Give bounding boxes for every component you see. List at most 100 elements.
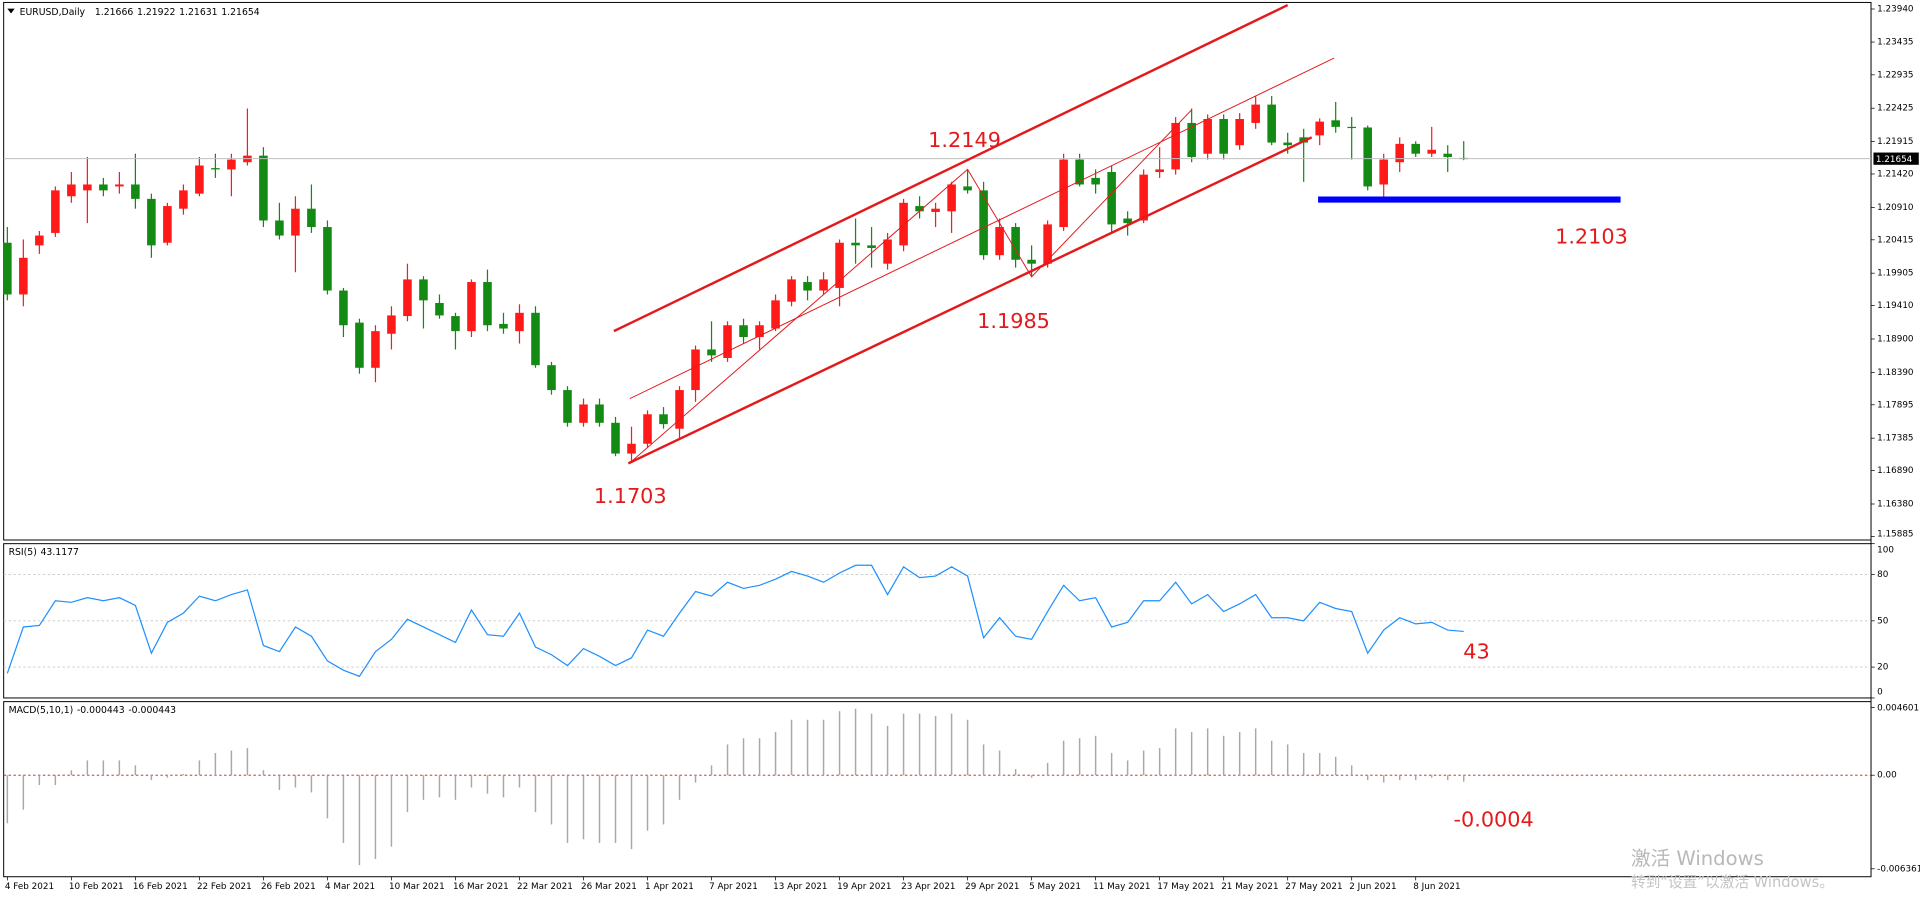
candle-body [1171,122,1180,170]
macd-bar [950,713,953,776]
candle-body [403,279,412,317]
macd-bar [310,775,313,793]
candle-body [659,414,668,425]
panel [3,701,1872,878]
annotation: 1.1985 [977,309,1050,333]
candle-body [147,198,156,246]
macd-bar [278,775,281,790]
macd-bar [870,713,873,776]
candle-body [179,190,188,209]
macd-bar [470,775,473,788]
rsi-line [6,564,1464,678]
candle-body [51,190,60,233]
candle-body [979,190,988,256]
macd-bar [1350,765,1353,776]
candle-body [211,168,220,170]
macd-bar [1334,756,1337,776]
candle-body [611,422,620,454]
panel [3,1,1872,541]
y-tick-label: 1.22425 [1877,104,1913,114]
x-tick-label: 16 Mar 2021 [453,882,509,892]
candle-body [483,282,492,326]
x-tick-label: 26 Feb 2021 [261,882,316,892]
macd-bar [934,716,937,776]
candle-body [867,245,876,248]
annotation: 1.2149 [928,128,1001,152]
x-tick-label: 21 May 2021 [1221,882,1278,892]
macd-bar [406,775,409,813]
candle-body [675,390,684,429]
candle-body [1219,118,1228,154]
candle-body [307,208,316,228]
candle-body [1139,174,1148,221]
macd-bar [182,773,185,776]
macd-bar [886,725,889,776]
candle-body [851,242,860,246]
candle-body [627,443,636,454]
candle-body [339,290,348,326]
price-label: 1.21654 [1876,155,1913,165]
x-tick-label: 13 Apr 2021 [773,882,827,892]
y-tick-label: 1.21915 [1877,137,1913,147]
x-tick-label: 11 May 2021 [1093,882,1150,892]
candle-body [995,227,1004,256]
candle-body [83,184,92,191]
macd-bar [102,760,105,776]
candle-body [787,279,796,302]
candle-body [227,159,236,170]
macd-bar [726,744,729,776]
candle-body [499,323,508,329]
macd-bar [710,765,713,776]
macd-bar [262,770,265,776]
candle-body [163,206,172,243]
y-tick-label: 1.20415 [1877,235,1913,245]
trend-line [629,57,1335,400]
candle-body [1395,143,1404,163]
macd-bar [918,713,921,776]
candle-body [435,302,444,316]
candle-body [3,242,12,295]
candle-body [691,349,700,391]
price-label-box [1873,152,1919,165]
x-tick-label: 7 Apr 2021 [709,882,758,892]
candle-body [563,390,572,423]
y-tick-label: 1.21420 [1877,169,1914,179]
y-tick-label: 1.15885 [1877,529,1913,539]
indicator-header: RSI(5) 43.1177 [9,547,79,558]
candle-body [803,282,812,291]
annotation: 43 [1463,640,1489,664]
y-tick-label: 1.19410 [1877,301,1914,311]
macd-bar [1302,753,1305,776]
macd-bar [374,775,377,859]
candle-body [99,184,108,191]
x-tick-label: 29 Apr 2021 [965,882,1019,892]
macd-bar [118,760,121,776]
annotation: 1.1703 [594,484,667,508]
indicator-value: 43.1177 [41,547,80,558]
macd-bar [1174,728,1177,776]
candle-body [1443,153,1452,157]
chart-layer: 1.23940 1.23435 1.22935 1.22425 1.21915 1.214… [3,1,1920,892]
candle-body [195,165,204,194]
candle-body [67,184,76,197]
macd-bar [822,719,825,776]
x-tick-label: 27 May 2021 [1285,882,1342,892]
candle-body [1315,121,1324,136]
macd-bar [1142,750,1145,776]
macd-bar [1430,775,1433,778]
macd-bar [1190,732,1193,776]
y-tick-label: 0.00 [1877,771,1897,781]
macd-bar [534,775,537,813]
trend-line [631,109,1193,462]
candle-body [259,155,268,221]
candle-body [771,300,780,329]
candle-body [1411,143,1420,154]
x-tick-label: 22 Feb 2021 [197,882,252,892]
macd-bar [854,708,857,776]
candle-body [579,404,588,423]
macd-bar [1110,753,1113,776]
macd-bar [838,711,841,776]
x-tick-label: 4 Mar 2021 [325,882,375,892]
candle-body [1091,177,1100,185]
